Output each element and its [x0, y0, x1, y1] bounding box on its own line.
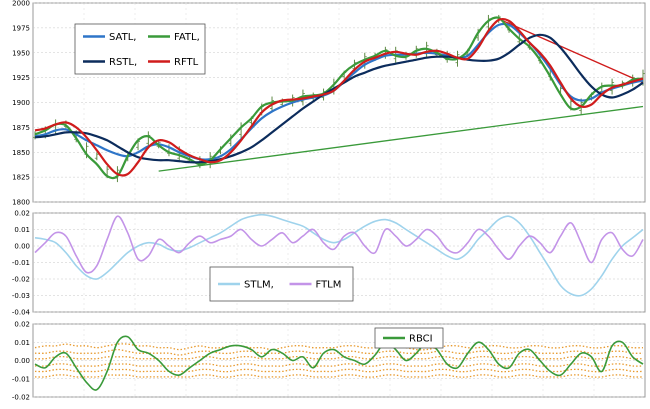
- series-line-ftlm: [34, 215, 644, 274]
- y-tick-label: 1850: [12, 149, 30, 157]
- legend-label: RSTL,: [109, 57, 137, 68]
- series-line-fatl: [34, 16, 644, 180]
- y-tick-label: -0.01: [12, 259, 30, 267]
- legend: STLM, FTLM: [209, 266, 354, 302]
- band-line: [34, 374, 644, 378]
- band-line: [34, 368, 644, 373]
- y-tick-label: 0.00: [14, 357, 30, 365]
- series-line-rftl: [34, 17, 644, 177]
- y-tick-label: 0.02: [14, 210, 30, 218]
- y-tick-label: 1975: [12, 24, 30, 32]
- legend-box: [374, 327, 444, 349]
- legend-label: FATL,: [174, 32, 200, 43]
- series-line-rbci: [34, 335, 644, 391]
- y-tick-label: -0.02: [12, 276, 30, 284]
- momentum-panel: 0.02 0.01 0.00 -0.01 -0.02 -0.03 -0.04 STLM, FTL…: [12, 210, 646, 317]
- band-line: [34, 355, 644, 360]
- legend-box: [74, 23, 206, 75]
- y-tick-label: -0.04: [12, 309, 31, 317]
- legend: SATL, FATL, RSTL, RFTL: [74, 23, 206, 75]
- y-tick-label: 2000: [12, 0, 30, 8]
- y-tick-label: -0.02: [12, 394, 30, 402]
- series-line-stlm: [34, 213, 644, 297]
- price-panel: 2000 1975 1950 1925 1900 1875 1850 1825 1800 SATL…: [12, 0, 646, 207]
- y-tick-label: 1950: [12, 49, 30, 57]
- trendline: [158, 105, 644, 172]
- y-tick-label: 0.01: [14, 339, 30, 347]
- legend-label: STLM,: [244, 280, 274, 291]
- legend: RBCI: [374, 327, 444, 349]
- y-tick-label: -0.03: [12, 292, 30, 300]
- y-tick-label: 1825: [12, 174, 30, 182]
- trendline: [498, 18, 644, 84]
- y-tick-label: 1875: [12, 124, 30, 132]
- y-tick-label: 0.02: [14, 321, 30, 329]
- y-tick-label: 1925: [12, 74, 30, 82]
- legend-label: SATL,: [109, 32, 136, 43]
- y-tick-label: 1900: [12, 99, 30, 107]
- legend-label: FTLM: [316, 280, 342, 291]
- legend-label: RFTL: [174, 57, 199, 68]
- y-tick-label: 0.01: [14, 226, 30, 234]
- y-tick-label: 1800: [12, 199, 30, 207]
- band-line: [34, 363, 644, 367]
- rbci-panel: 0.02 0.01 0.00 -0.01 -0.02 RBCI: [12, 321, 646, 402]
- y-tick-label: 0.00: [14, 243, 30, 251]
- y-tick-label: -0.01: [12, 375, 30, 383]
- legend-label: RBCI: [409, 334, 433, 345]
